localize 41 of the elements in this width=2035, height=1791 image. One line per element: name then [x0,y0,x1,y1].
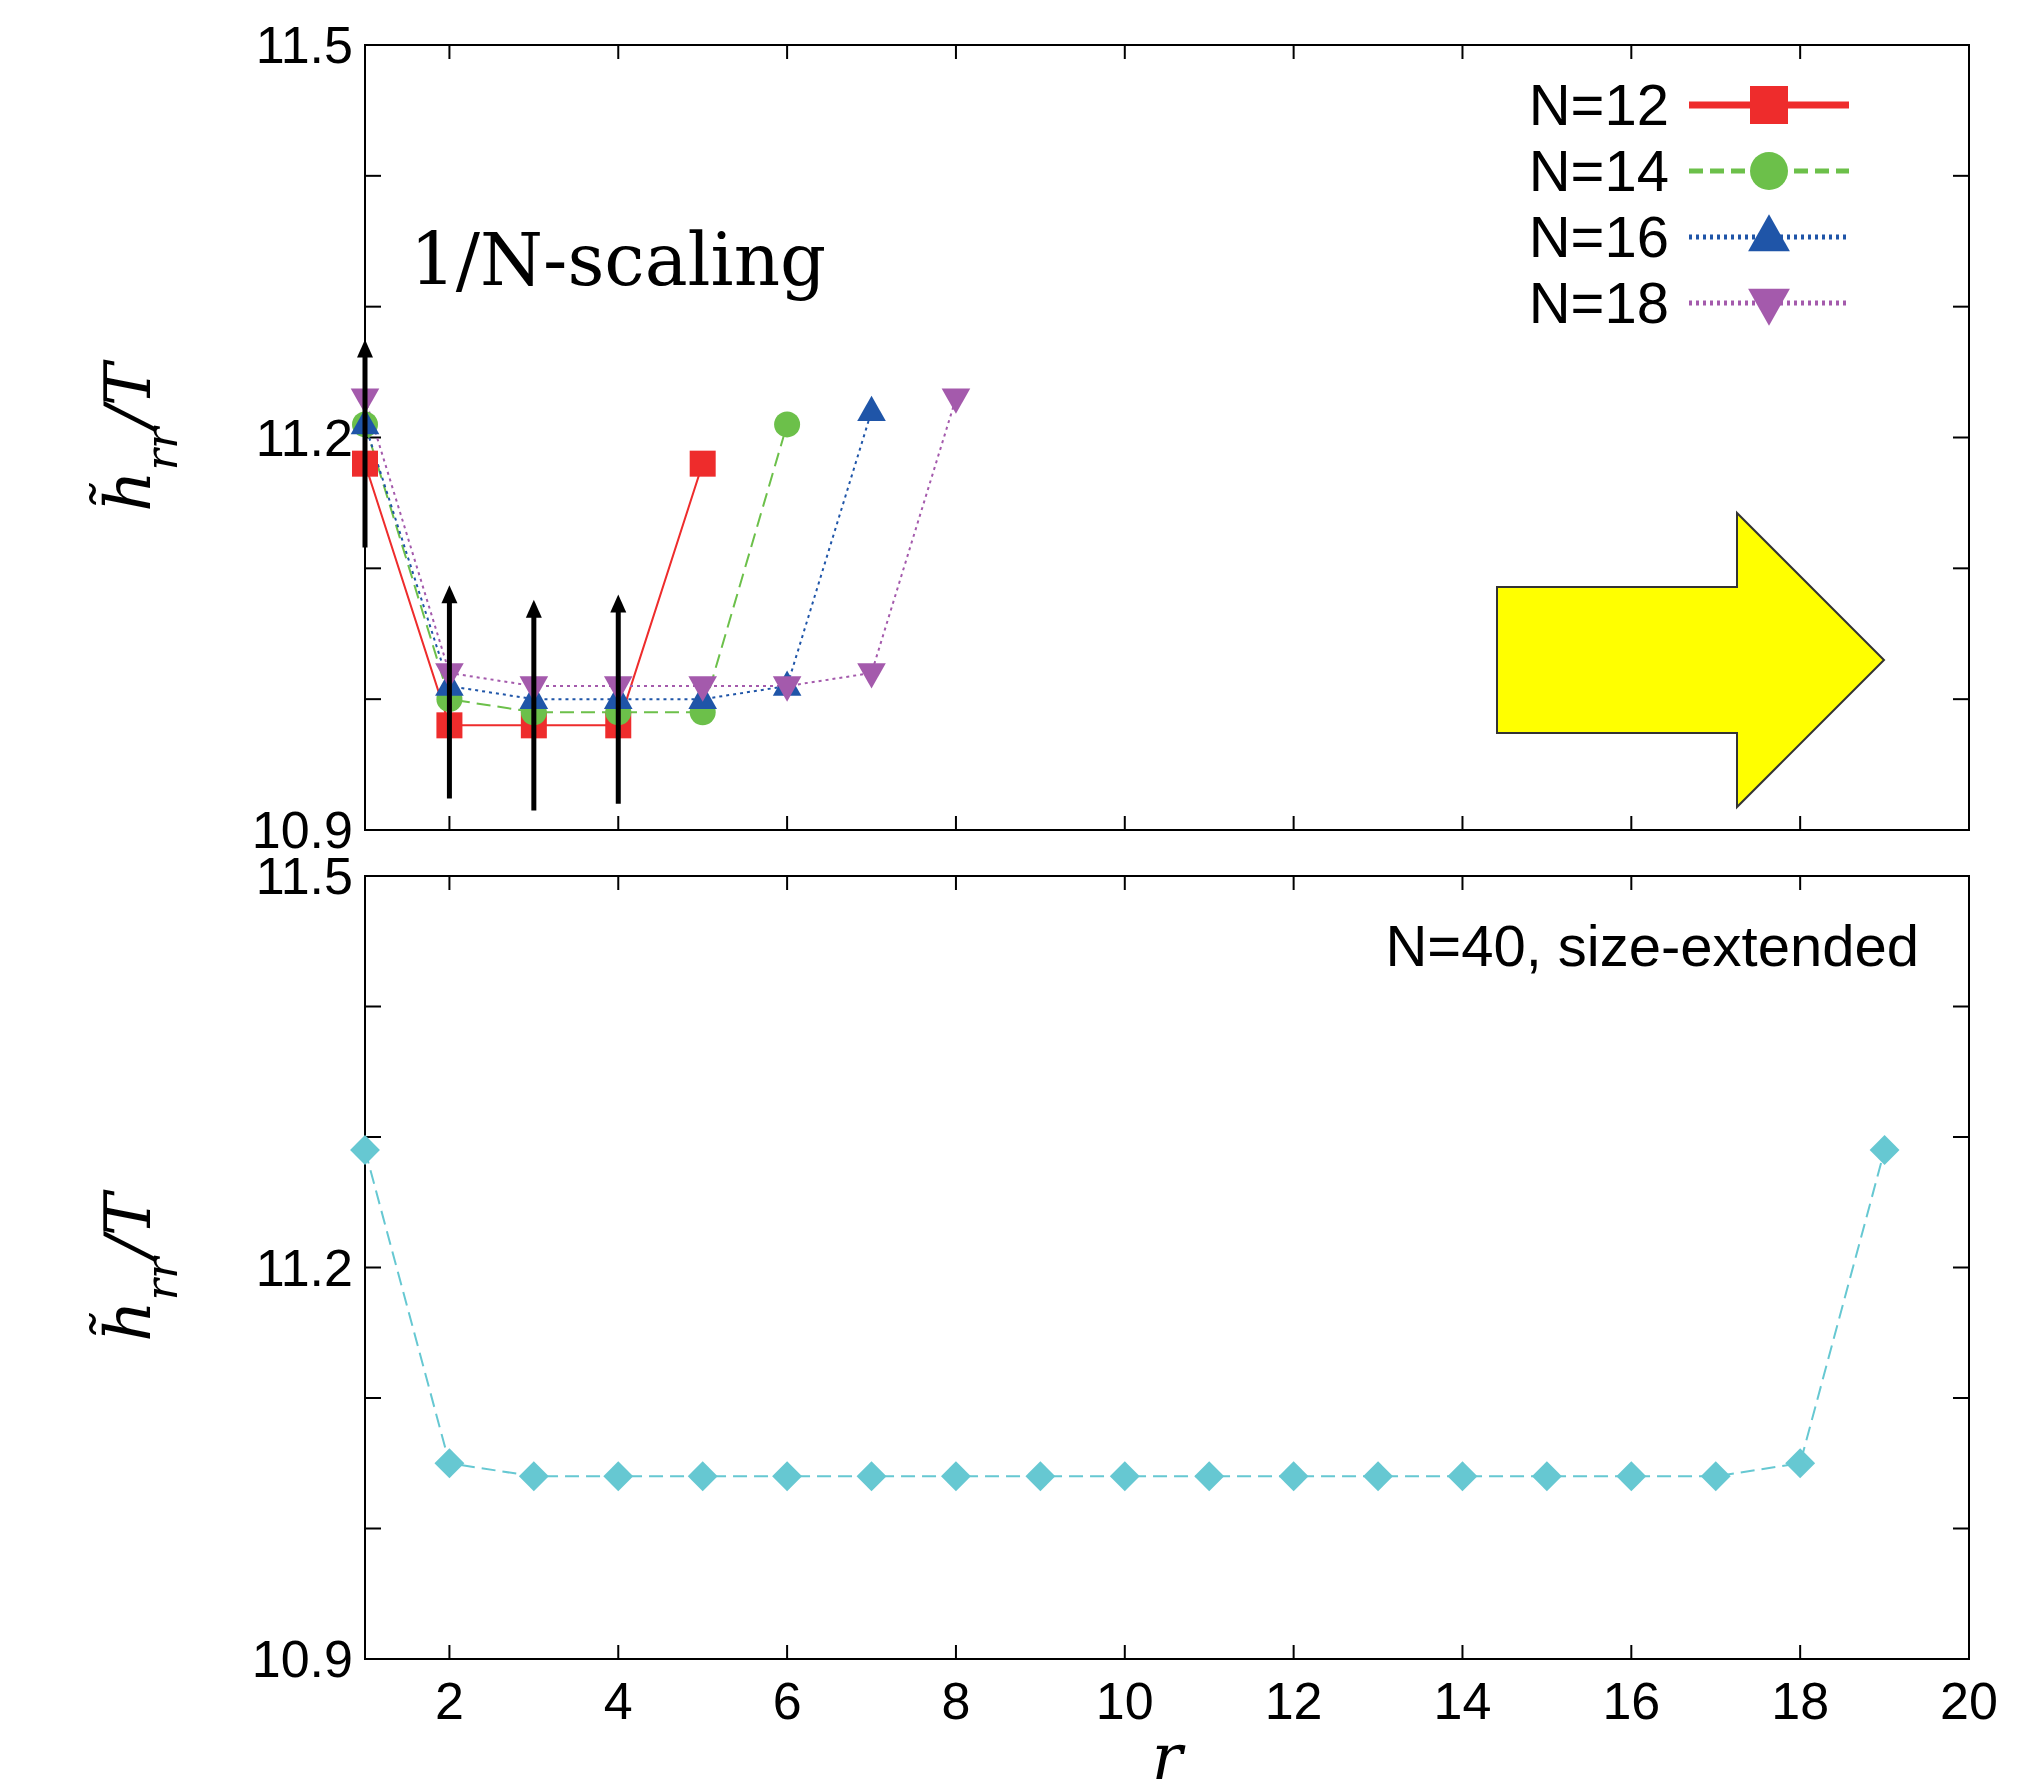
point [1363,1461,1393,1492]
point [518,1461,549,1492]
y-tick-label: 11.2 [255,1238,353,1297]
point [1869,1135,1900,1165]
x-tick-label: 10 [1095,1672,1154,1730]
x-tick-label: 20 [1940,1672,1998,1730]
point [941,1461,971,1492]
point [350,1135,380,1165]
legend-label: N=12 [1528,72,1669,137]
point [1531,1461,1562,1492]
legend-label: N=14 [1528,138,1669,203]
x-tick-label: 16 [1602,1672,1661,1730]
x-axis-title: r [1151,1720,1186,1791]
point [1194,1461,1225,1492]
annotation: N=40, size-extended [1385,913,1919,978]
point [1447,1461,1478,1492]
point [1700,1461,1731,1492]
x-tick-label: 12 [1264,1672,1323,1730]
x-tick-label: 14 [1433,1672,1492,1730]
point [1278,1461,1309,1492]
x-tick-label: 4 [603,1672,633,1730]
point [1025,1461,1056,1492]
legend-label: N=16 [1528,204,1669,269]
y-tick-label: 10.9 [251,1630,353,1688]
x-tick-label: 6 [772,1672,802,1730]
point [1785,1448,1816,1479]
point [772,1461,803,1492]
y-tick-label: 11.2 [255,408,353,467]
x-tick-label: 8 [941,1672,971,1730]
point [1616,1461,1647,1492]
x-tick-label: 2 [434,1672,464,1730]
y-tick-label: 10.9 [251,801,353,859]
annotation: 1/N-scaling [410,218,827,302]
point [856,1461,887,1492]
point [1109,1461,1140,1492]
legend-label: N=18 [1528,270,1669,335]
point [434,1448,465,1479]
point [603,1461,634,1492]
x-tick-label: 18 [1771,1672,1830,1730]
point [687,1461,718,1492]
y-tick-label: 11.5 [255,16,353,74]
